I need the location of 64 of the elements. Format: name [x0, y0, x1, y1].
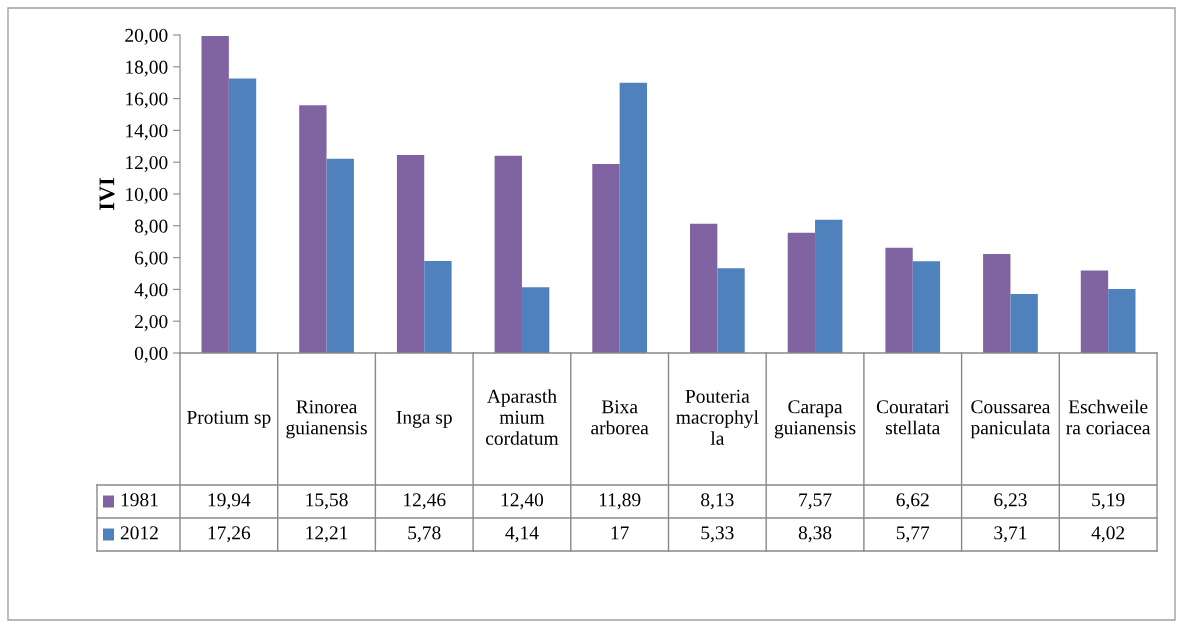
bar — [396, 154, 425, 353]
y-tick-label: 16,00 — [126, 92, 168, 109]
data-label: 3,71 — [994, 526, 1027, 543]
y-tick-label: 0,00 — [134, 346, 168, 363]
data-label: 4,02 — [1091, 526, 1125, 543]
data-label: 8,13 — [701, 493, 734, 510]
x-tick-label: Eschweilera coriacea — [1066, 399, 1151, 435]
y-tick-label: 18,00 — [126, 60, 168, 77]
bar — [689, 223, 718, 353]
bar — [424, 261, 452, 353]
bar — [1010, 294, 1038, 353]
data-label: 12,40 — [501, 493, 544, 510]
data-label: 12,21 — [306, 526, 348, 543]
y-tick-label: 10,00 — [126, 187, 168, 204]
x-tick-label: Couratari stellata — [876, 400, 950, 435]
y-tick-label: 8,00 — [134, 219, 168, 236]
y-tick-label: 4,00 — [134, 283, 168, 300]
data-label: 17 — [611, 526, 629, 540]
legend-label: 1981 — [121, 493, 158, 507]
bar — [299, 105, 327, 353]
bar — [1108, 289, 1136, 353]
y-axis-title: IVI — [99, 178, 115, 210]
bar — [1080, 270, 1109, 353]
bar — [228, 78, 257, 353]
data-label: 5,78 — [408, 526, 441, 543]
y-tick-label: 20,00 — [125, 28, 168, 45]
x-tick-label: Pouteria macrophylla — [676, 389, 759, 445]
data-label: 11,89 — [599, 493, 641, 510]
bar — [885, 247, 913, 353]
data-label: 8,38 — [798, 526, 832, 543]
y-tick-label: 14,00 — [126, 124, 168, 141]
bar — [494, 155, 522, 353]
bar — [619, 82, 648, 353]
data-label: 6,23 — [994, 493, 1027, 510]
bar — [983, 253, 1011, 353]
bar — [912, 261, 941, 353]
y-tick-label: 2,00 — [135, 315, 168, 331]
data-label: 15,58 — [306, 493, 348, 510]
data-label: 12,46 — [404, 493, 446, 510]
bar — [787, 232, 816, 353]
data-label: 19,94 — [208, 493, 251, 510]
x-tick-label: Protium sp — [187, 410, 271, 428]
data-label: 17,26 — [208, 526, 251, 543]
bar — [326, 158, 354, 353]
data-label: 7,57 — [799, 493, 832, 510]
x-tick-label: Bixa arborea — [591, 400, 649, 435]
y-tick-label: 6,00 — [135, 251, 168, 268]
x-tick-label: Carapa guianensis — [774, 400, 856, 439]
data-label: 4,14 — [505, 526, 539, 543]
bar — [717, 268, 745, 353]
data-label: 5,77 — [896, 526, 930, 543]
x-tick-label: Rinorea guianensis — [286, 400, 367, 439]
data-label: 5,33 — [701, 526, 734, 543]
x-tick-label: Coussarea paniculata — [970, 400, 1051, 439]
data-label: 6,62 — [896, 493, 929, 510]
bar — [815, 219, 843, 353]
bar — [592, 163, 620, 353]
y-tick-label: 12,00 — [126, 156, 168, 172]
x-tick-label: Aparasthmium cordatum — [485, 389, 559, 445]
legend-label: 2012 — [120, 526, 158, 540]
bar — [201, 35, 229, 353]
bar — [521, 287, 550, 353]
data-label: 5,19 — [1092, 493, 1125, 510]
x-tick-label: Inga sp — [396, 410, 452, 428]
